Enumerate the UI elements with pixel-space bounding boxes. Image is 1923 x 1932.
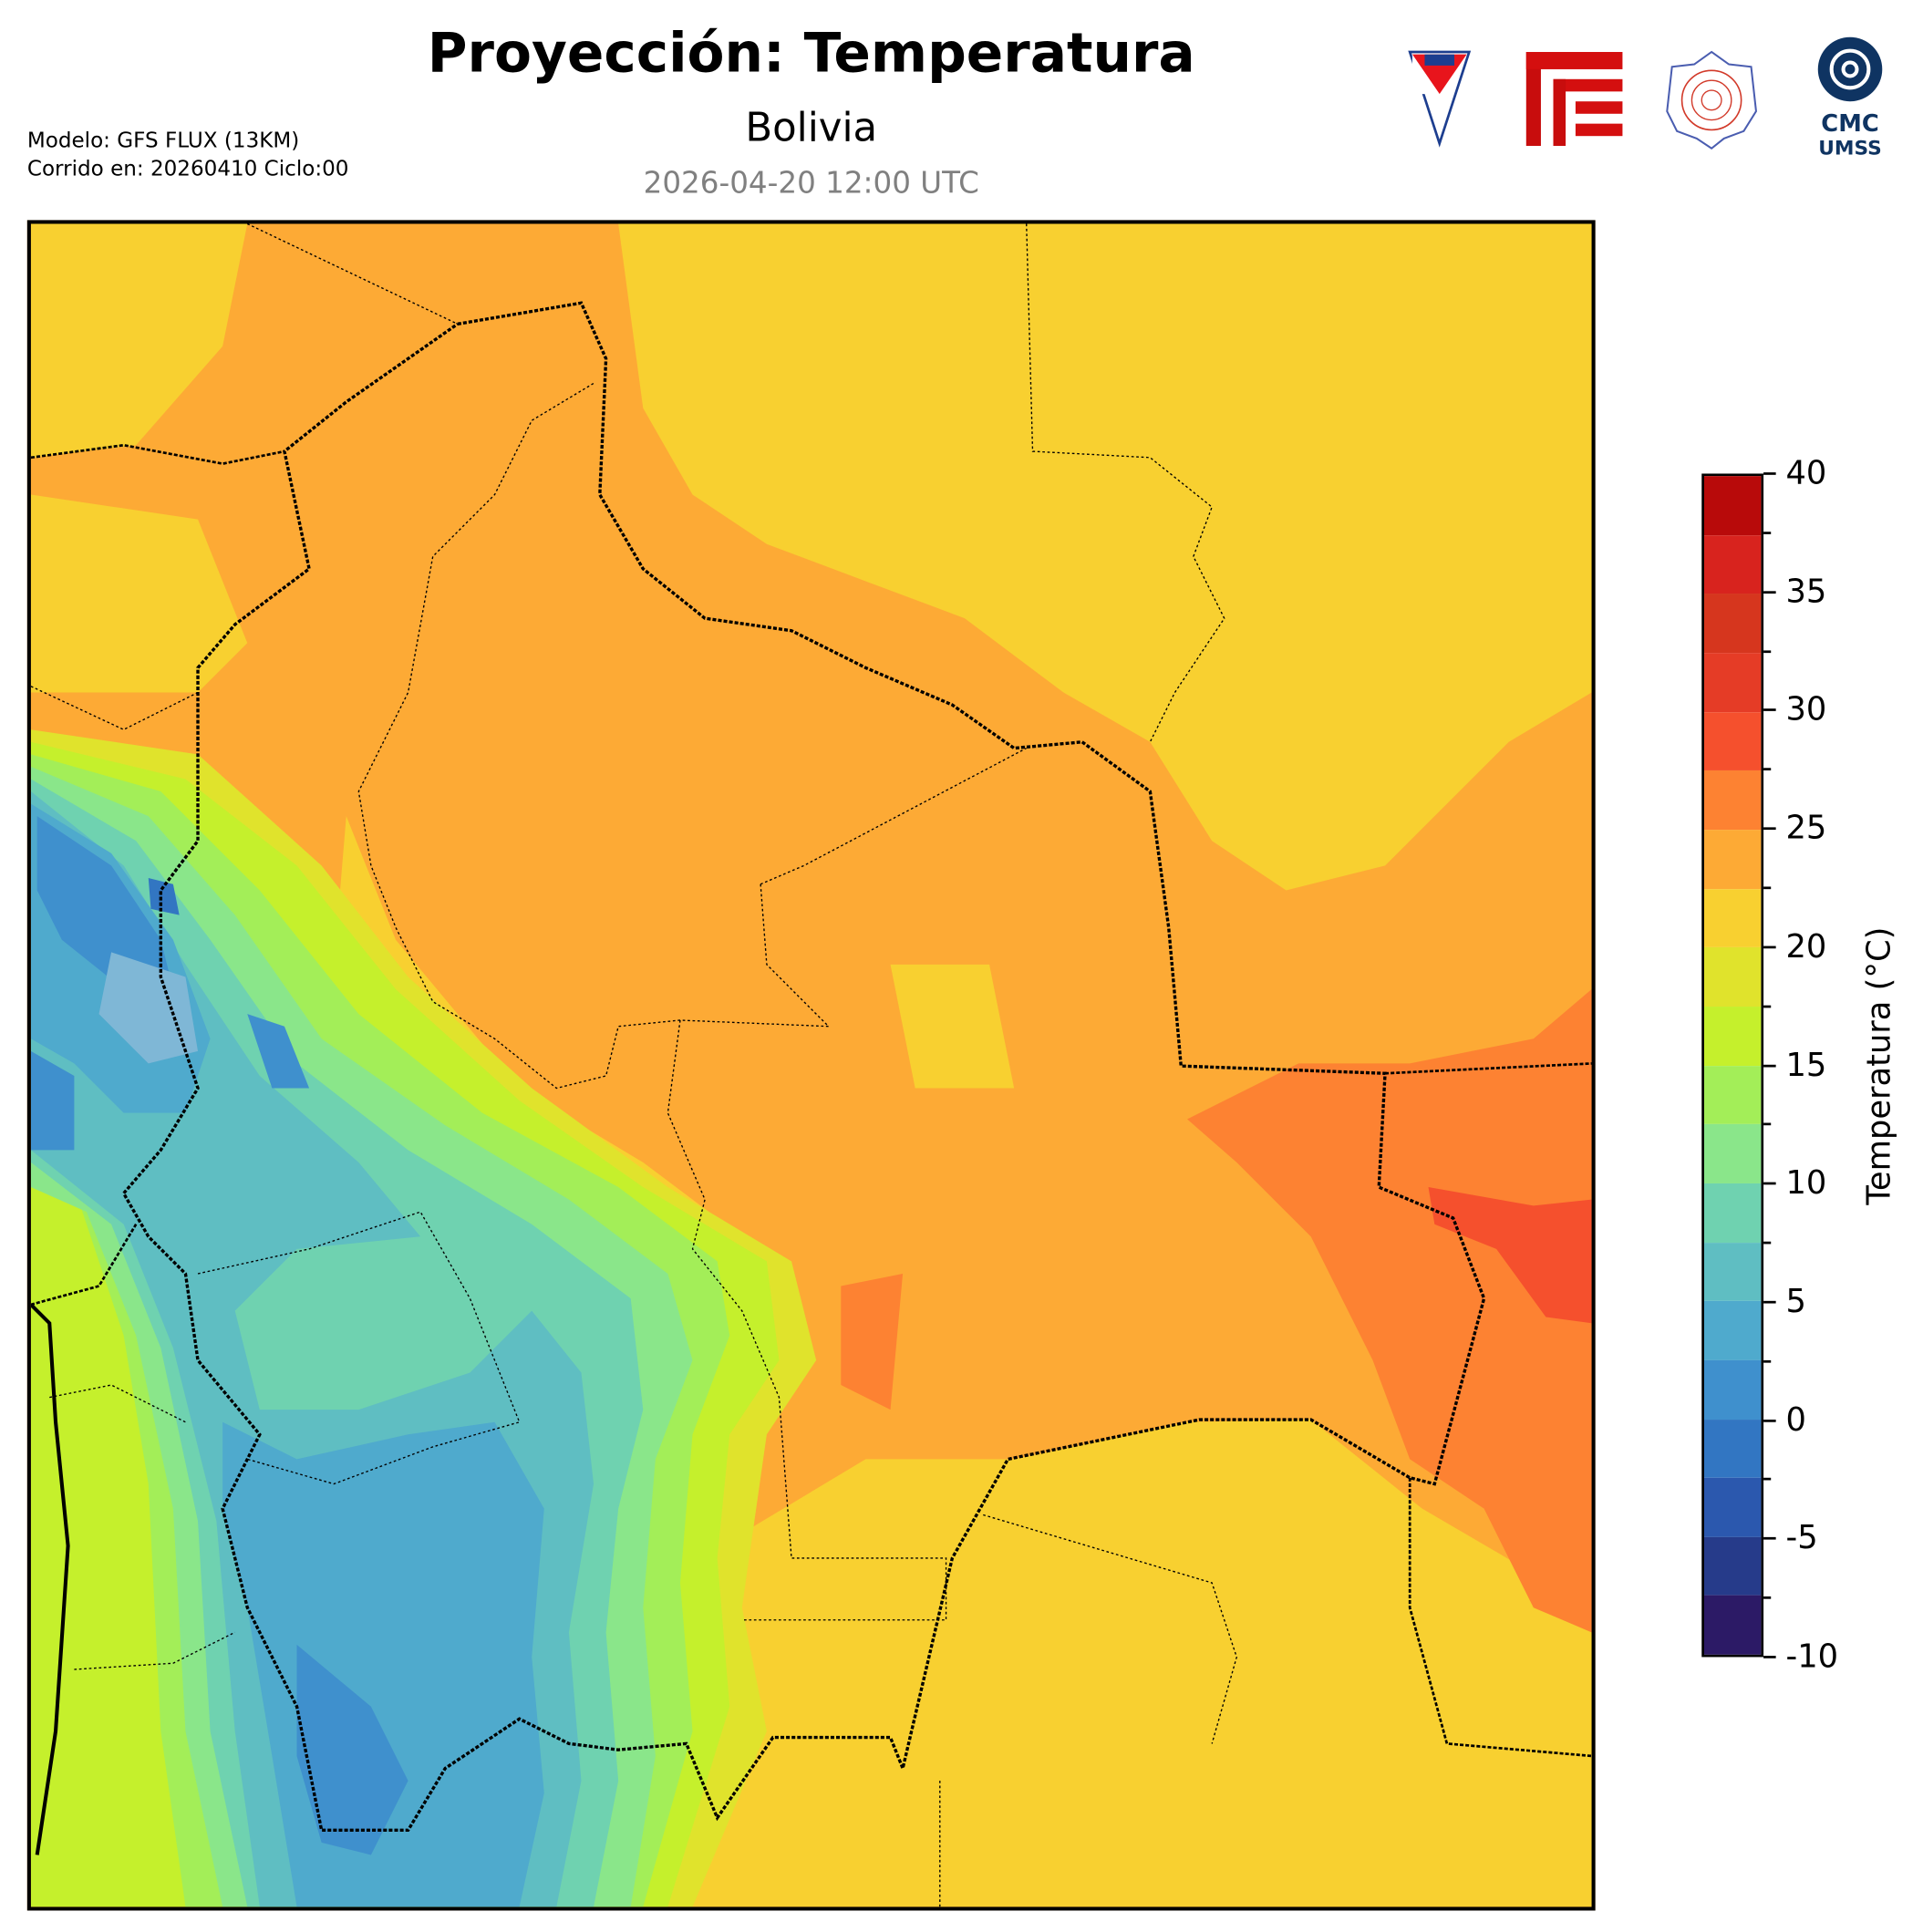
internal-boundary — [667, 1019, 947, 1621]
internal-boundary — [246, 223, 459, 325]
colorbar-bin — [1703, 1065, 1762, 1125]
colorbar-bin — [1703, 1183, 1762, 1243]
bolivia-border — [121, 301, 1486, 1833]
fcyt-logo-icon — [1525, 51, 1623, 147]
colorbar-tick-label: 25 — [1785, 810, 1827, 848]
colorbar-bin — [1703, 1596, 1762, 1655]
internal-boundary — [983, 1514, 1238, 1744]
umss-logo-text: UMSS — [1818, 138, 1881, 160]
paraguay-argentina-border — [1408, 1477, 1592, 1758]
valid-time: 2026-04-20 12:00 UTC — [643, 165, 979, 201]
temp-region-neg2-0 — [148, 877, 180, 915]
colorbar-tick-label: 5 — [1785, 1283, 1806, 1321]
colorbar-tick-label: 35 — [1785, 573, 1827, 611]
temp-region-20-22 — [30, 223, 248, 458]
lake-titicaca — [98, 952, 199, 1064]
colorbar-bin — [1703, 534, 1762, 594]
cmc-logo-text: CMC — [1821, 110, 1878, 138]
chile-coastline — [30, 1303, 70, 1855]
colorbar-tick — [1763, 1005, 1772, 1007]
chart-title: Proyección: Temperatura — [427, 22, 1195, 86]
colorbar-tick-label: -5 — [1785, 1520, 1818, 1557]
colorbar-bin — [1703, 829, 1762, 889]
colorbar-tick — [1763, 1537, 1776, 1540]
temp-region-2-5 — [222, 1421, 544, 1907]
colorbar-tick — [1763, 590, 1776, 594]
colorbar-tick-label: 10 — [1785, 1164, 1827, 1203]
colorbar-tick-label: 0 — [1785, 1401, 1806, 1440]
colorbar-tick — [1763, 1182, 1776, 1185]
colorbar-bin — [1703, 1477, 1762, 1537]
temp-region-0-2 — [247, 1014, 310, 1089]
umss-logo-icon — [1408, 50, 1472, 148]
temperature-map — [26, 220, 1596, 1911]
cmc-umss-logo-icon: CMC UMSS — [1817, 36, 1883, 160]
internal-boundary — [197, 1211, 521, 1485]
colorbar-bin — [1703, 711, 1762, 771]
brazil-paraguay-border — [1384, 1062, 1592, 1075]
internal-boundary — [760, 747, 1028, 885]
colorbar-tick — [1763, 1122, 1772, 1126]
colorbar-bin — [1703, 947, 1762, 1007]
temp-region-20-22 — [890, 964, 1015, 1089]
colorbar-tick-label: -10 — [1785, 1638, 1839, 1676]
temp-region-20-22 — [692, 1420, 1592, 1907]
model-label: Modelo: GFS FLUX (13KM) — [26, 129, 300, 154]
colorbar-bin — [1703, 1301, 1762, 1360]
colorbar-tick — [1763, 531, 1772, 534]
colorbar-tick — [1763, 1064, 1776, 1067]
colorbar-bin — [1703, 888, 1762, 948]
colorbar-label: Temperatura (°C) — [1861, 926, 1898, 1205]
colorbar-tick-label: 15 — [1785, 1047, 1827, 1084]
colorbar-tick — [1763, 1419, 1776, 1422]
colorbar-bin — [1703, 1536, 1762, 1596]
colorbar-bin — [1703, 476, 1762, 535]
colorbar-tick — [1763, 1359, 1772, 1363]
colorbar-tick — [1763, 1596, 1772, 1599]
colorbar — [1701, 473, 1764, 1658]
temp-region-0-2 — [30, 1050, 75, 1151]
colorbar-bin — [1703, 1419, 1762, 1478]
temp-region-27-30 — [1428, 1187, 1592, 1324]
internal-boundary — [357, 382, 831, 1090]
map-canvas — [30, 223, 1592, 1907]
colorbar-tick — [1763, 1656, 1776, 1658]
colorbar-tick — [1763, 649, 1772, 653]
internal-boundary — [74, 1631, 236, 1670]
chile-argentina-border — [30, 1224, 138, 1307]
colorbar-bin — [1703, 1124, 1762, 1183]
colorbar-tick — [1763, 886, 1772, 890]
colorbar-bin — [1703, 653, 1762, 712]
temp-region-20-22 — [30, 494, 248, 693]
temp-region-25-27 — [1187, 989, 1592, 1633]
colorbar-bin — [1703, 594, 1762, 654]
colorbar-tick — [1763, 472, 1776, 475]
colorbar-bin — [1703, 770, 1762, 830]
temp-region-20-22 — [618, 223, 1592, 891]
run-label: Corrido en: 20260410 Ciclo:00 — [26, 157, 349, 182]
colorbar-tick — [1763, 945, 1776, 949]
region-subtitle: Bolivia — [745, 103, 878, 151]
internal-boundary — [1026, 223, 1225, 743]
internal-boundary — [30, 686, 199, 730]
colorbar-tick-label: 30 — [1785, 691, 1827, 729]
colorbar-tick — [1763, 768, 1772, 771]
colorbar-tick-label: 40 — [1785, 455, 1827, 492]
colorbar-tick — [1763, 1300, 1776, 1304]
fisica-seal-icon — [1666, 50, 1757, 150]
colorbar-tick — [1763, 1241, 1772, 1245]
temp-region-0-2 — [36, 816, 173, 990]
colorbar-bin — [1703, 1359, 1762, 1420]
temp-region-25-27 — [841, 1273, 904, 1410]
colorbar-tick-label: 20 — [1785, 928, 1827, 966]
colorbar-tick — [1763, 827, 1776, 831]
temp-region-0-2 — [296, 1644, 408, 1855]
colorbar-tick — [1763, 708, 1776, 712]
colorbar-bin — [1703, 1006, 1762, 1066]
internal-boundary — [49, 1384, 186, 1423]
colorbar-bin — [1703, 1242, 1762, 1302]
peru-brazil-border — [30, 443, 285, 465]
colorbar-tick — [1763, 1478, 1772, 1482]
